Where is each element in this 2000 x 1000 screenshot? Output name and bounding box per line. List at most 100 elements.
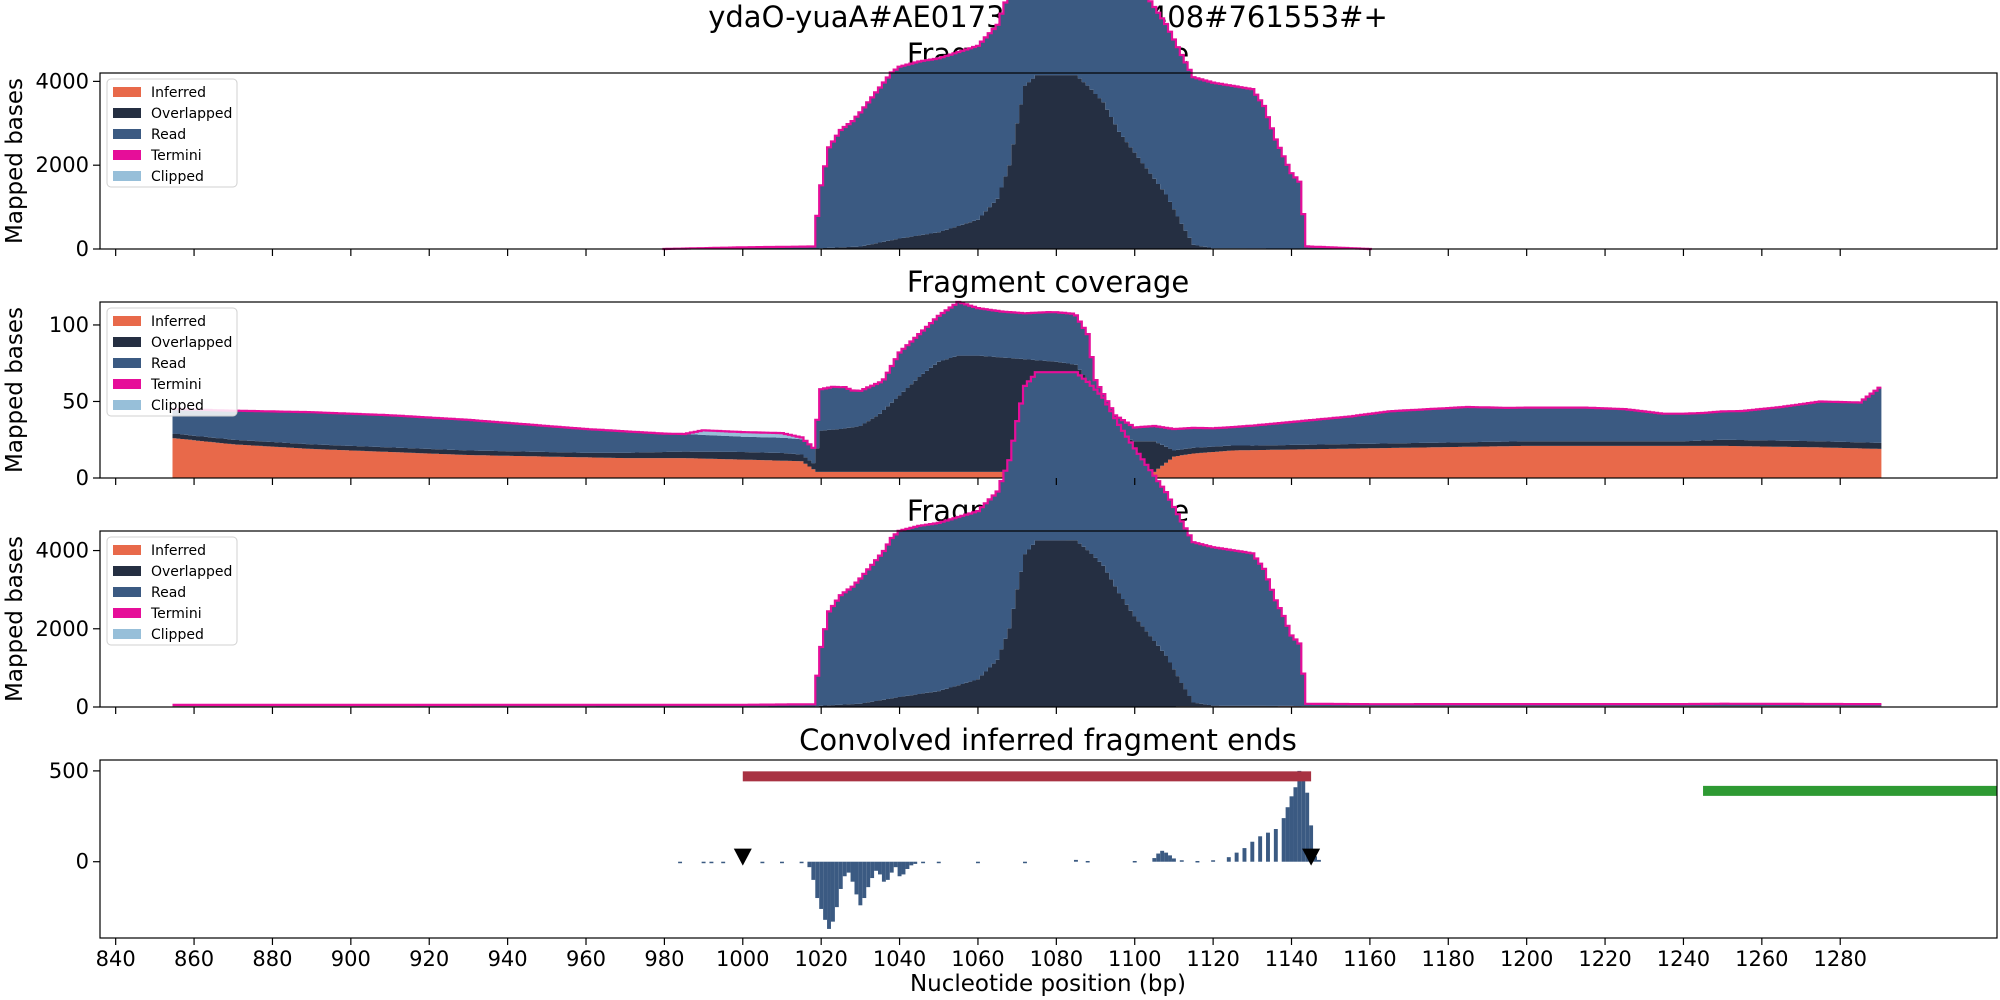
series-read-area (172, 302, 1882, 464)
bar (905, 861, 910, 869)
legend-label: Read (151, 127, 186, 143)
bar (1156, 853, 1161, 862)
y-tick-label: 0 (76, 237, 89, 261)
bar (936, 861, 941, 864)
bar (1281, 818, 1286, 862)
bar (901, 861, 906, 875)
legend-label: Clipped (151, 627, 204, 643)
series-inferred-area (172, 438, 1882, 478)
bar (850, 861, 855, 882)
legend-label: Termini (150, 377, 202, 393)
legend-label: Termini (150, 148, 202, 164)
legend-swatch (113, 545, 141, 555)
x-tick-label: 1100 (1108, 947, 1161, 971)
panel-1-frame (99, 72, 1998, 250)
bar (827, 861, 831, 929)
bar (846, 861, 851, 873)
bar (709, 861, 714, 864)
x-axis-label: Nucleotide position (bp) (910, 971, 1186, 997)
bar (1309, 825, 1314, 862)
range-bar (742, 771, 1312, 782)
bar (854, 861, 859, 895)
bar (858, 861, 863, 906)
y-tick-label: 2000 (36, 617, 89, 641)
panel-4-frame (99, 759, 1998, 939)
marker-triangle (1302, 848, 1321, 866)
bar (721, 861, 726, 864)
bar (1160, 850, 1165, 862)
bar (1316, 859, 1321, 862)
bar (1211, 860, 1216, 862)
legend-swatch (113, 358, 141, 368)
legend-swatch (113, 87, 141, 97)
bar (1293, 787, 1298, 862)
bar (1250, 841, 1255, 862)
y-tick-label: 4000 (36, 539, 89, 563)
x-tick-label: 1140 (1265, 947, 1318, 971)
x-tick-label: 1200 (1500, 947, 1553, 971)
legend-label: Read (151, 585, 186, 601)
bar (834, 861, 839, 908)
legend-label: Inferred (151, 314, 206, 330)
bar (866, 861, 871, 888)
y-tick-label: 2000 (36, 153, 89, 177)
bar (823, 861, 828, 920)
marker-triangle (733, 848, 752, 866)
x-tick-label: 1180 (1422, 947, 1475, 971)
bar (1085, 860, 1090, 863)
bar (678, 861, 683, 864)
bar (874, 861, 879, 871)
x-tick-label: 1160 (1343, 947, 1396, 971)
y-tick-label: 50 (62, 389, 89, 413)
bar (1195, 860, 1200, 863)
x-tick-label: 980 (644, 947, 684, 971)
x-tick-label: 1020 (794, 947, 847, 971)
x-tick-label: 1220 (1578, 947, 1631, 971)
series-termini-outline (662, 0, 1372, 251)
x-tick-label: 920 (409, 947, 449, 971)
y-tick-label: 4000 (36, 69, 89, 93)
bar (1258, 836, 1263, 862)
panel-1-legend: Inferred Overlapped Read Termini Clipped (106, 78, 238, 188)
series-overlapped-area (662, 75, 1372, 249)
panel-2-plot: 0 50 100 (49, 300, 1882, 490)
bar (1273, 829, 1278, 862)
legend-swatch (113, 171, 141, 181)
bar (1289, 796, 1294, 862)
panel-4: Convolved inferred fragment ends 0 500 (49, 723, 1998, 939)
bar (1313, 856, 1317, 862)
bar (1171, 858, 1176, 862)
x-tick-label: 900 (331, 947, 371, 971)
legend-swatch (113, 379, 141, 389)
bar (815, 861, 820, 899)
x-tick-label: 960 (566, 947, 606, 971)
x-tick-label: 1040 (873, 947, 926, 971)
y-tick-label: 500 (49, 759, 89, 783)
legend-label: Overlapped (151, 564, 232, 580)
legend-swatch (113, 337, 141, 347)
legend-label: Termini (150, 606, 202, 622)
x-tick-label: 880 (252, 947, 292, 971)
y-tick-label: 0 (76, 695, 89, 719)
bar (897, 861, 902, 877)
range-bar (1703, 785, 1997, 796)
legend-label: Inferred (151, 85, 206, 101)
bar (780, 861, 784, 864)
panel-3: Fragment coverage Mapped bases 020004000… (2, 371, 1998, 719)
bar (1266, 832, 1270, 862)
bar (1164, 852, 1169, 862)
bar (862, 861, 867, 899)
bar (760, 861, 765, 864)
x-tick-label: 1080 (1030, 947, 1083, 971)
x-tick-label: 1120 (1186, 947, 1239, 971)
legend-label: Clipped (151, 169, 204, 185)
x-tick-label: 1060 (951, 947, 1004, 971)
bar (1152, 858, 1157, 862)
legend-swatch (113, 566, 141, 576)
legend-label: Inferred (151, 543, 206, 559)
panel-2-ylabel: Mapped bases (2, 307, 28, 473)
bar (838, 861, 843, 889)
x-axis: 840 860 880 900 920 940 960 980 1000 1020 1040 1060… (96, 249, 1867, 971)
legend-label: Overlapped (151, 335, 232, 351)
bar (1226, 857, 1231, 862)
